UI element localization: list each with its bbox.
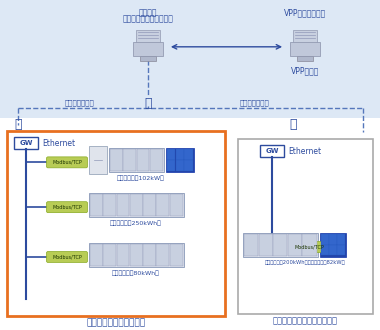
Text: VPPサーバ: VPPサーバ <box>291 67 319 76</box>
Text: Modbus/TCP: Modbus/TCP <box>294 245 324 249</box>
Bar <box>176 160 184 171</box>
Bar <box>89 243 184 267</box>
Bar <box>244 234 258 256</box>
Bar <box>136 30 160 42</box>
Bar <box>103 244 116 266</box>
Bar <box>109 148 164 172</box>
Bar <box>133 42 163 56</box>
Text: Modbus/TCP: Modbus/TCP <box>52 254 82 259</box>
Text: VPPアグリゲータ: VPPアグリゲータ <box>284 8 326 17</box>
Text: ダイヘン: ダイヘン <box>139 8 157 17</box>
Bar <box>302 234 317 256</box>
Text: ～: ～ <box>14 117 22 131</box>
FancyBboxPatch shape <box>46 202 87 213</box>
Bar <box>90 194 103 216</box>
Bar <box>290 42 320 56</box>
Bar <box>143 244 156 266</box>
Bar <box>320 233 346 257</box>
Text: Ethernet: Ethernet <box>42 140 75 148</box>
Bar <box>130 244 142 266</box>
Text: 大型蓄電池（80kWh）: 大型蓄電池（80kWh） <box>112 270 160 276</box>
Bar <box>259 234 273 256</box>
Text: GW: GW <box>19 141 33 147</box>
Bar <box>184 160 193 171</box>
Bar <box>123 149 136 171</box>
Text: Ethernet: Ethernet <box>288 148 321 156</box>
Bar <box>103 194 116 216</box>
Bar <box>243 233 318 257</box>
Bar <box>89 147 107 174</box>
Bar <box>157 194 169 216</box>
Bar <box>167 149 175 160</box>
Text: 大型蓄電池（250kWh）: 大型蓄電池（250kWh） <box>110 220 162 226</box>
Bar <box>273 234 287 256</box>
Bar <box>117 194 129 216</box>
Text: インターネット: インターネット <box>240 99 270 106</box>
Bar <box>166 148 194 172</box>
Text: インターネット: インターネット <box>65 99 95 106</box>
Bar <box>150 149 163 171</box>
Bar <box>297 56 313 61</box>
Bar <box>136 149 149 171</box>
Bar <box>260 146 284 157</box>
Text: GW: GW <box>265 148 279 154</box>
Bar <box>157 244 169 266</box>
Text: Modbus/TCP: Modbus/TCP <box>52 160 82 165</box>
Bar <box>7 131 225 316</box>
Bar <box>184 149 193 160</box>
Bar <box>170 244 182 266</box>
FancyBboxPatch shape <box>46 251 87 262</box>
FancyBboxPatch shape <box>288 242 329 252</box>
Bar <box>140 56 156 61</box>
FancyBboxPatch shape <box>46 157 87 168</box>
Bar <box>117 244 129 266</box>
Bar <box>337 245 345 255</box>
Bar <box>170 194 182 216</box>
Bar <box>293 30 317 42</box>
Bar <box>176 149 184 160</box>
Bar <box>110 149 123 171</box>
Bar <box>321 234 328 245</box>
Bar <box>167 160 175 171</box>
Bar <box>0 0 380 117</box>
Text: ダイヘン十三事業所（大阪）: ダイヘン十三事業所（大阪） <box>273 317 338 326</box>
Bar <box>238 140 373 314</box>
Text: ～: ～ <box>144 97 152 110</box>
Bar <box>143 194 156 216</box>
Bar <box>337 234 345 245</box>
Text: Modbus/TCP: Modbus/TCP <box>52 205 82 210</box>
Bar <box>329 234 337 245</box>
Bar <box>130 194 142 216</box>
Bar <box>321 245 328 255</box>
Text: ダイヘンテック（大分）: ダイヘンテック（大分） <box>86 319 146 328</box>
Text: 自律分散協調制御サーバ: 自律分散協調制御サーバ <box>123 14 173 23</box>
Text: 大型蓄電池（200kWh）太陽光発電（82kW）: 大型蓄電池（200kWh）太陽光発電（82kW） <box>265 260 346 265</box>
Bar <box>90 244 103 266</box>
Bar <box>89 193 184 217</box>
Text: ～: ～ <box>289 117 297 131</box>
Text: 太陽光発電（102kW）: 太陽光発電（102kW） <box>117 175 165 181</box>
Bar <box>14 138 38 149</box>
Bar <box>329 245 337 255</box>
Bar <box>288 234 302 256</box>
